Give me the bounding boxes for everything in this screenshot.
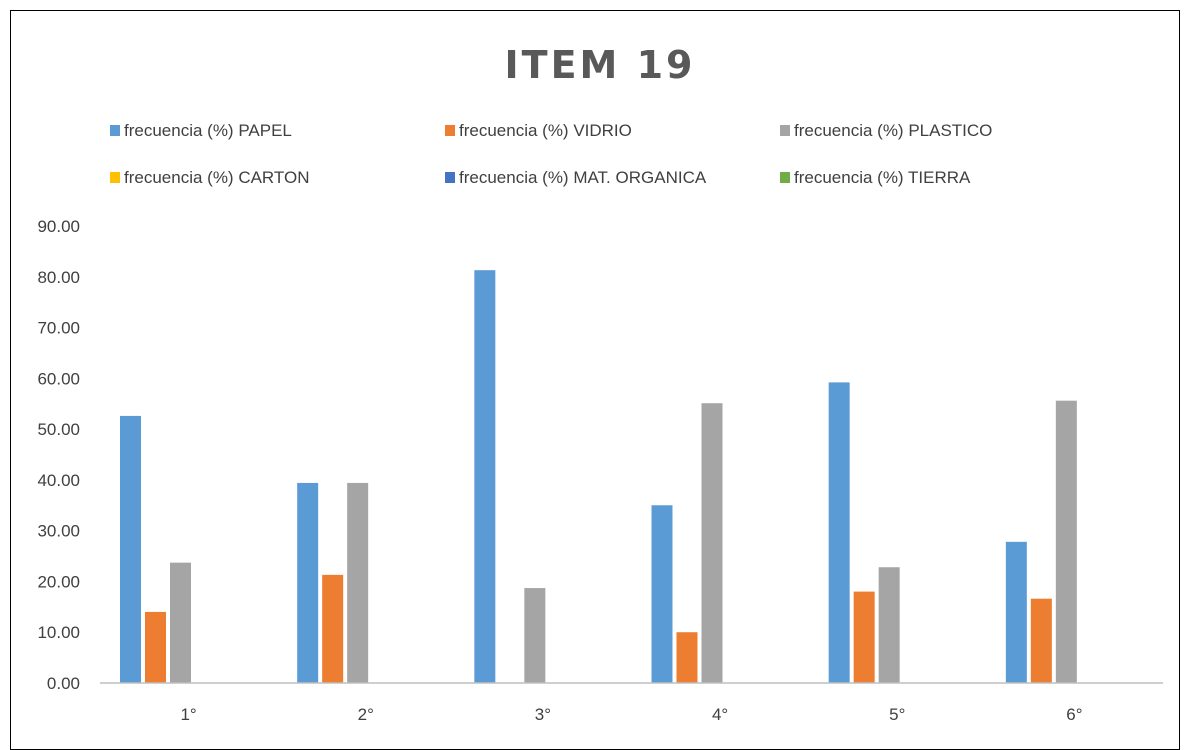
x-tick-label: 6° (1066, 705, 1082, 724)
bar (701, 403, 723, 683)
bar (145, 611, 166, 683)
x-tick-label: 1° (180, 705, 196, 724)
legend-label: frecuencia (%) PAPEL (124, 121, 292, 140)
legend: frecuencia (%) PAPEL frecuencia (%) VIDRI… (110, 121, 992, 187)
legend-label: frecuencia (%) CARTON (124, 168, 309, 187)
chart-frame (10, 10, 1180, 750)
chart-title: ITEM 19 (505, 43, 696, 87)
y-tick-label: 50.00 (37, 420, 80, 439)
bar (651, 505, 673, 683)
bar (676, 632, 698, 683)
y-tick-label: 80.00 (37, 268, 80, 287)
bar (878, 567, 900, 683)
bar (524, 588, 546, 683)
y-tick-label: 0.00 (47, 674, 80, 693)
x-axis: 1° 2° 3° 4° 5° 6° (100, 682, 1163, 724)
bar (347, 482, 369, 683)
y-tick-label: 40.00 (37, 471, 80, 490)
bar (297, 482, 319, 683)
bar (1005, 541, 1027, 683)
y-tick-label: 90.00 (37, 217, 80, 236)
bar (474, 270, 496, 683)
bar (1055, 400, 1077, 683)
legend-swatch (110, 125, 120, 136)
x-tick-label: 5° (889, 705, 905, 724)
legend-label: frecuencia (%) TIERRA (794, 168, 971, 187)
legend-swatch (110, 172, 120, 183)
legend-swatch (445, 125, 455, 136)
legend-swatch (445, 172, 455, 183)
bar (170, 562, 191, 683)
y-tick-label: 20.00 (37, 572, 80, 591)
y-axis: 0.00 10.00 20.00 30.00 40.00 50.00 60.00 70.00 8… (37, 217, 80, 693)
legend-label: frecuencia (%) VIDRIO (459, 121, 632, 140)
bar (828, 382, 850, 683)
y-tick-label: 10.00 (37, 623, 80, 642)
x-tick-label: 3° (535, 705, 551, 724)
legend-swatch (780, 172, 790, 183)
bar (1030, 598, 1052, 683)
bar (853, 591, 875, 683)
bars (120, 270, 1077, 683)
bar (322, 574, 344, 683)
legend-label: frecuencia (%) PLASTICO (794, 121, 992, 140)
y-tick-label: 30.00 (37, 522, 80, 541)
x-tick-label: 4° (712, 705, 728, 724)
y-tick-label: 60.00 (37, 369, 80, 388)
y-tick-label: 70.00 (37, 319, 80, 338)
x-tick-label: 2° (358, 705, 374, 724)
legend-swatch (780, 125, 790, 136)
bar (120, 415, 141, 683)
legend-label: frecuencia (%) MAT. ORGANICA (459, 168, 707, 187)
